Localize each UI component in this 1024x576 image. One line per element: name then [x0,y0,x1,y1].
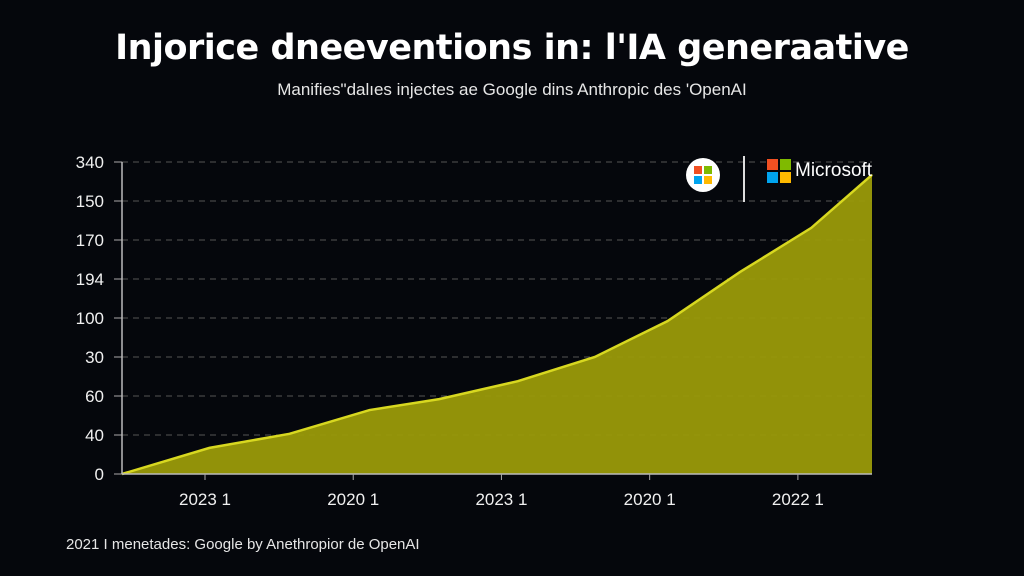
microsoft-badge-icon [686,158,720,192]
data-point [208,447,210,449]
y-tick-label: 100 [76,309,104,328]
x-tick-label: 2022 1 [772,490,824,509]
y-tick-label: 40 [85,426,104,445]
chart-footnote: 2021 I menetades: Google by Anethropior … [66,536,420,553]
data-point [666,320,668,322]
x-tick-label: 2023 1 [475,490,527,509]
y-tick-label: 340 [76,153,104,172]
y-tick-label: 30 [85,348,104,367]
microsoft-logo-icon [767,159,791,183]
microsoft-logo: Microsoft [767,159,872,183]
data-point [369,409,371,411]
y-tick-label: 150 [76,192,104,211]
x-tick-label: 2020 1 [624,490,676,509]
area-fill [122,174,872,474]
data-point [739,271,741,273]
data-point [594,356,596,358]
data-point [810,227,812,229]
data-point [438,398,440,400]
legend-divider [743,156,745,202]
x-tick-label: 2023 1 [179,490,231,509]
data-point [517,380,519,382]
x-tick-label: 2020 1 [327,490,379,509]
microsoft-label: Microsoft [795,160,873,181]
y-tick-label: 60 [85,387,104,406]
chart-title: Injorice dneeventions in: l'IA generaati… [115,28,909,68]
y-tick-label: 194 [76,270,104,289]
data-point [871,174,873,176]
y-tick-label: 0 [95,465,104,484]
data-point [288,433,290,435]
y-tick-label: 170 [76,231,104,250]
chart-subtitle: Manifies"dalıes injectes ae Google dins … [277,80,747,99]
